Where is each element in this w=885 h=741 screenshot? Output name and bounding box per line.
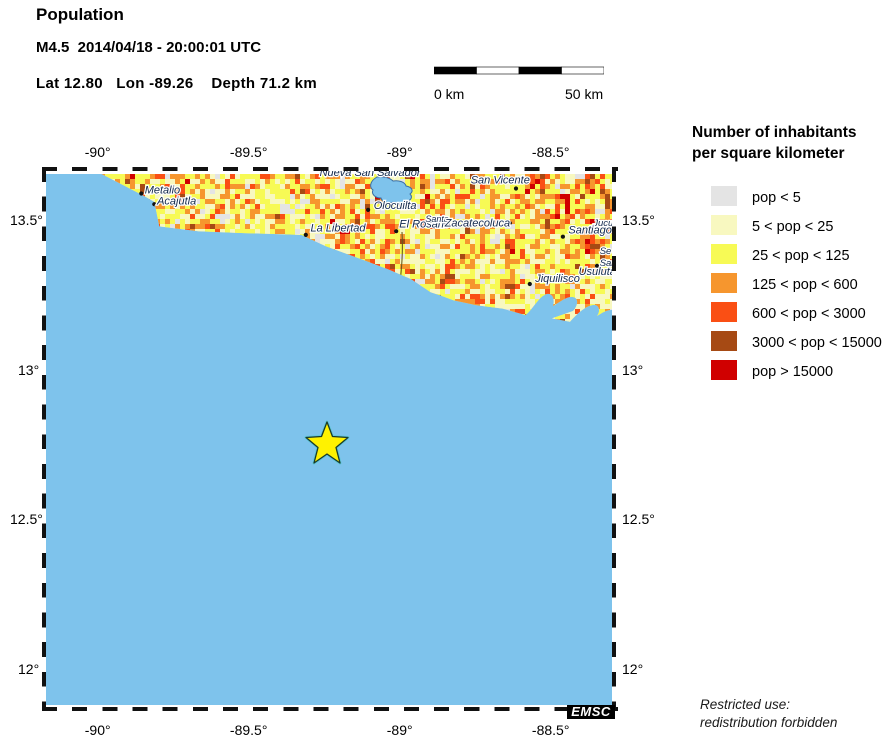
svg-text:Acajutla: Acajutla <box>156 196 196 208</box>
svg-text:San Vicente: San Vicente <box>471 175 530 187</box>
svg-text:Jiquilisco: Jiquilisco <box>534 273 580 285</box>
svg-text:Olocuilta: Olocuilta <box>374 200 417 212</box>
svg-text:Se: Se <box>600 246 612 257</box>
svg-text:Zacatecoluca: Zacatecoluca <box>444 218 510 230</box>
svg-text:Santiago: Santiago <box>568 225 611 237</box>
svg-text:La Libertad: La Libertad <box>311 223 367 235</box>
